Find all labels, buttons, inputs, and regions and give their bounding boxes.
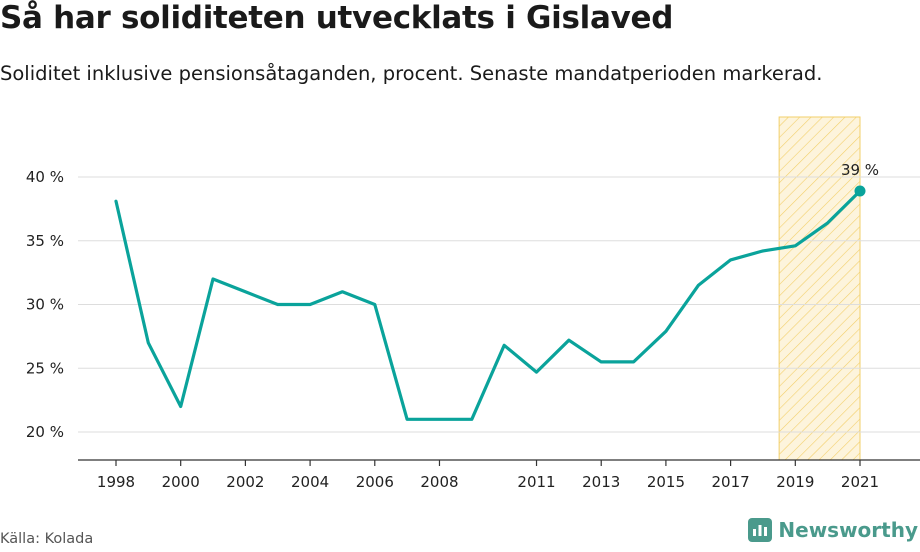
x-tick-label: 2013 bbox=[582, 473, 620, 491]
x-tick-label: 2006 bbox=[356, 473, 394, 491]
y-tick-label: 30 % bbox=[26, 296, 64, 314]
x-tick-label: 2008 bbox=[420, 473, 458, 491]
brand-name: Newsworthy bbox=[778, 518, 918, 542]
chart-subtitle: Soliditet inklusive pensionsåtaganden, p… bbox=[0, 62, 823, 85]
x-tick-label: 2017 bbox=[712, 473, 750, 491]
x-tick-label: 1998 bbox=[97, 473, 135, 491]
x-tick-label: 2015 bbox=[647, 473, 685, 491]
last-data-point bbox=[854, 185, 866, 197]
newsworthy-logo-icon bbox=[748, 518, 773, 542]
last-value-label: 39 % bbox=[841, 161, 879, 179]
y-tick-label: 25 % bbox=[26, 359, 64, 377]
y-tick-label: 40 % bbox=[26, 168, 64, 186]
brand-logo: Newsworthy bbox=[748, 518, 918, 542]
source-note: Källa: Kolada bbox=[0, 531, 94, 547]
y-tick-label: 20 % bbox=[26, 423, 64, 441]
series-line bbox=[114, 189, 862, 421]
chart-title: Så har soliditeten utvecklats i Gislaved bbox=[0, 0, 674, 36]
x-tick-label: 2021 bbox=[841, 473, 879, 491]
x-tick-label: 2004 bbox=[291, 473, 329, 491]
x-tick-label: 2011 bbox=[517, 473, 555, 491]
x-tick-label: 2000 bbox=[162, 473, 200, 491]
mandate-highlight-hatch bbox=[779, 117, 860, 460]
x-tick-label: 2019 bbox=[776, 473, 814, 491]
x-tick-label: 2002 bbox=[226, 473, 264, 491]
y-tick-label: 35 % bbox=[26, 232, 64, 250]
